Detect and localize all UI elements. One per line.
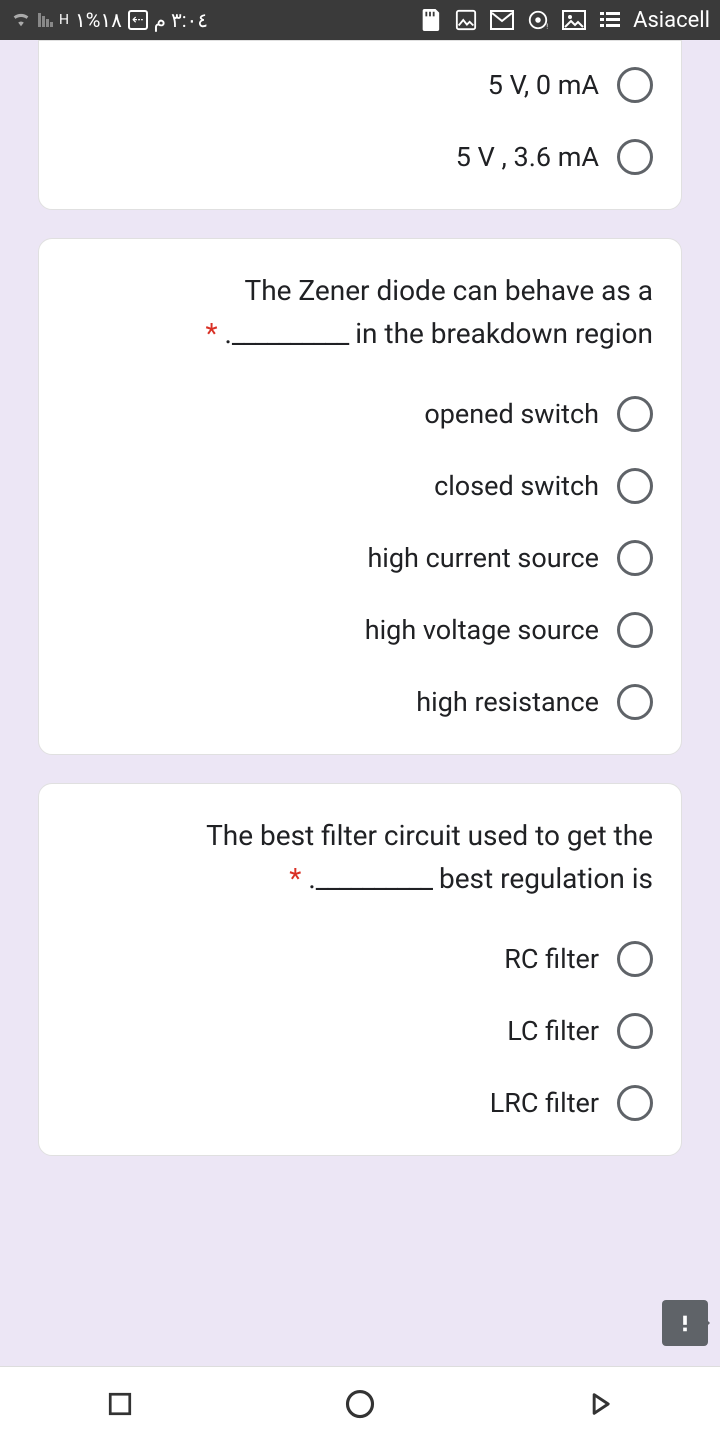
- status-right: ! Asiacell: [417, 7, 710, 33]
- status-time: ٣:٠٤ م: [154, 8, 208, 32]
- question-text: The best filter circuit used to get the …: [67, 814, 653, 901]
- radio-icon: [617, 941, 653, 977]
- radio-icon: [617, 396, 653, 432]
- radio-icon: [617, 612, 653, 648]
- status-left: ٣:٠٤ م ⇠ ١٨%١ H: [10, 8, 208, 32]
- radio-option[interactable]: LRC filter: [67, 1085, 653, 1121]
- mail-icon: [489, 7, 515, 33]
- image-icon: [453, 7, 479, 33]
- radio-icon: [617, 67, 653, 103]
- radio-option[interactable]: LC filter: [67, 1013, 653, 1049]
- option-label: RC filter: [504, 943, 599, 975]
- status-bar: ٣:٠٤ م ⇠ ١٨%١ H ! Asiacell: [0, 0, 720, 40]
- net-type: H: [59, 12, 69, 28]
- radio-option[interactable]: opened switch: [67, 396, 653, 432]
- question-dot: .: [225, 317, 232, 350]
- radio-icon: [617, 468, 653, 504]
- question-blank: __________: [316, 862, 432, 895]
- nav-recent-button[interactable]: [103, 1387, 137, 1421]
- radio-option[interactable]: high resistance: [67, 684, 653, 720]
- svg-text:!: !: [546, 22, 548, 31]
- radio-icon: [617, 540, 653, 576]
- option-label: high voltage source: [365, 614, 599, 646]
- option-label: 5 V , 3.6 mA: [456, 141, 599, 173]
- required-mark: *: [206, 317, 218, 350]
- option-label: 5 V, 0 mA: [488, 69, 599, 101]
- sync-icon: !: [525, 7, 551, 33]
- list-icon: [597, 7, 623, 33]
- question-line: best regulation is: [439, 862, 653, 895]
- navigation-bar: [0, 1366, 720, 1440]
- question-card-0: 5 V, 0 mA 5 V , 3.6 mA: [38, 40, 682, 210]
- signal-icon: [38, 13, 53, 27]
- radio-icon: [617, 684, 653, 720]
- carrier-label: Asiacell: [633, 8, 710, 33]
- radio-icon: [617, 139, 653, 175]
- radio-option[interactable]: high voltage source: [67, 612, 653, 648]
- nav-home-button[interactable]: [343, 1387, 377, 1421]
- option-label: opened switch: [424, 398, 599, 430]
- radio-icon: [617, 1085, 653, 1121]
- battery-icon: ⇠: [128, 10, 148, 30]
- option-label: high current source: [367, 542, 599, 574]
- option-label: LC filter: [507, 1015, 599, 1047]
- question-text: The Zener diode can behave as a * ._____…: [67, 269, 653, 356]
- report-problem-button[interactable]: [662, 1300, 708, 1346]
- sd-icon: [417, 7, 443, 33]
- question-card-2: The best filter circuit used to get the …: [38, 783, 682, 1156]
- wifi-icon: [10, 9, 32, 32]
- question-line: The Zener diode can behave as a: [244, 274, 653, 307]
- option-label: closed switch: [434, 470, 599, 502]
- radio-option[interactable]: 5 V , 3.6 mA: [67, 139, 653, 175]
- nav-back-button[interactable]: [583, 1387, 617, 1421]
- required-mark: *: [289, 862, 301, 895]
- radio-icon: [617, 1013, 653, 1049]
- question-blank: __________: [232, 317, 348, 350]
- radio-option[interactable]: 5 V, 0 mA: [67, 67, 653, 103]
- form-content: 5 V, 0 mA 5 V , 3.6 mA The Zener diode c…: [0, 40, 720, 1156]
- question-line: The best filter circuit used to get the: [206, 819, 653, 852]
- question-line: in the breakdown region: [355, 317, 653, 350]
- question-dot: .: [308, 862, 315, 895]
- option-label: high resistance: [416, 686, 599, 718]
- question-card-1: The Zener diode can behave as a * ._____…: [38, 238, 682, 755]
- radio-option[interactable]: high current source: [67, 540, 653, 576]
- option-label: LRC filter: [490, 1087, 599, 1119]
- battery-pct: ١٨%١: [75, 8, 122, 32]
- radio-option[interactable]: closed switch: [67, 468, 653, 504]
- radio-option[interactable]: RC filter: [67, 941, 653, 977]
- picture-icon: [561, 7, 587, 33]
